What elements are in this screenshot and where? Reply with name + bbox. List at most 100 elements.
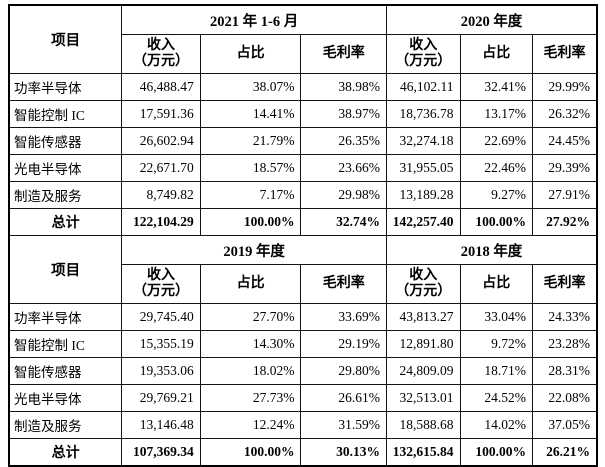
total-row: 总计 122,104.29 100.00% 32.74% 142,257.40 100.0… (8, 208, 598, 236)
income-cell: 24,809.09 (386, 357, 461, 385)
margin-cell: 38.98% (300, 73, 388, 101)
total-margin-cell: 32.74% (300, 208, 388, 236)
income-cell: 46,102.11 (386, 73, 461, 101)
income-cell: 22,671.70 (121, 154, 201, 182)
income-cell: 43,813.27 (386, 303, 461, 331)
period-header-row: 项目 2019 年度 2018 年度 (8, 235, 598, 304)
margin-cell: 29.98% (300, 181, 388, 209)
row-label: 制造及服务 (8, 181, 123, 209)
income-column-header: 收入 （万元） (386, 264, 461, 304)
income-cell: 19,353.06 (121, 357, 201, 385)
margin-cell: 26.61% (300, 384, 388, 412)
margin-cell: 38.97% (300, 100, 388, 128)
share-column-header: 占比 (459, 264, 533, 304)
total-margin-cell: 30.13% (300, 438, 388, 467)
income-cell: 17,591.36 (121, 100, 201, 128)
total-label: 总计 (8, 208, 123, 236)
period-header: 2019 年度 (121, 235, 388, 265)
margin-cell: 23.28% (531, 330, 598, 358)
margin-column-header: 毛利率 (531, 34, 598, 74)
total-income-cell: 142,257.40 (386, 208, 461, 236)
total-share-cell: 100.00% (199, 208, 302, 236)
share-cell: 13.17% (459, 100, 533, 128)
row-label: 制造及服务 (8, 411, 123, 439)
period-header: 2018 年度 (386, 235, 598, 265)
row-label: 光电半导体 (8, 384, 123, 412)
income-cell: 46,488.47 (121, 73, 201, 101)
period-header: 2020 年度 (386, 4, 598, 35)
margin-cell: 29.99% (531, 73, 598, 101)
income-column-header: 收入 （万元） (386, 34, 461, 74)
margin-cell: 28.31% (531, 357, 598, 385)
share-cell: 14.41% (199, 100, 302, 128)
income-cell: 18,736.78 (386, 100, 461, 128)
row-label: 智能传感器 (8, 357, 123, 385)
income-header-line1: 收入 (147, 267, 175, 283)
share-cell: 18.71% (459, 357, 533, 385)
total-income-cell: 132,615.84 (386, 438, 461, 467)
total-income-cell: 107,369.34 (121, 438, 201, 467)
share-cell: 22.46% (459, 154, 533, 182)
income-header-line2: （万元） (395, 54, 452, 69)
column-header-row: 收入 （万元） 占比 毛利率 收入 （万元） 占比 毛利率 (9, 264, 598, 304)
row-label: 智能传感器 (8, 127, 123, 155)
margin-cell: 37.05% (531, 411, 598, 439)
share-cell: 9.27% (459, 181, 533, 209)
margin-cell: 33.69% (300, 303, 388, 331)
share-cell: 32.41% (459, 73, 533, 101)
margin-cell: 24.33% (531, 303, 598, 331)
share-cell: 7.17% (199, 181, 302, 209)
table-row: 功率半导体 29,745.40 27.70% 33.69% 43,813.27 33.04… (8, 303, 598, 331)
income-column-header: 收入 （万元） (121, 34, 201, 74)
table-row: 智能传感器 26,602.94 21.79% 26.35% 32,274.18 22.69… (8, 127, 598, 155)
row-label: 功率半导体 (8, 303, 123, 331)
income-cell: 12,891.80 (386, 330, 461, 358)
share-cell: 38.07% (199, 73, 302, 101)
income-header-line1: 收入 (409, 37, 438, 53)
share-cell: 27.70% (199, 303, 302, 331)
column-header-row: 收入 （万元） 占比 毛利率 收入 （万元） 占比 毛利率 (9, 34, 598, 74)
period-header-row: 项目 2021 年 1-6 月 2020 年度 (8, 4, 598, 74)
total-row: 总计 107,369.34 100.00% 30.13% 132,615.84 100.0… (8, 438, 598, 467)
share-cell: 12.24% (199, 411, 302, 439)
share-cell: 18.02% (199, 357, 302, 385)
income-cell: 26,602.94 (121, 127, 201, 155)
table-row: 制造及服务 13,146.48 12.24% 31.59% 18,588.68 14.02… (8, 411, 598, 439)
margin-cell: 23.66% (300, 154, 388, 182)
table-row: 智能控制 IC 17,591.36 14.41% 38.97% 18,736.78 13.… (8, 100, 598, 128)
income-cell: 18,588.68 (386, 411, 461, 439)
share-column-header: 占比 (199, 34, 302, 74)
margin-cell: 29.39% (531, 154, 598, 182)
share-cell: 33.04% (459, 303, 533, 331)
total-share-cell: 100.00% (199, 438, 302, 467)
income-cell: 32,274.18 (386, 127, 461, 155)
total-label: 总计 (8, 438, 123, 467)
income-cell: 29,769.21 (121, 384, 201, 412)
total-share-cell: 100.00% (459, 438, 533, 467)
income-header-line2: （万元） (395, 284, 452, 299)
margin-cell: 29.19% (300, 330, 388, 358)
share-cell: 18.57% (199, 154, 302, 182)
share-column-header: 占比 (199, 264, 302, 304)
table-row: 功率半导体 46,488.47 38.07% 38.98% 46,102.11 32.41… (8, 73, 598, 101)
revenue-breakdown-table: 项目 2021 年 1-6 月 2020 年度 收入 （万元） 占比 毛利率 收入 （万元） 占比… (8, 4, 598, 467)
margin-cell: 26.35% (300, 127, 388, 155)
item-column-header: 项目 (8, 4, 123, 74)
item-column-header: 项目 (8, 235, 123, 304)
margin-column-header: 毛利率 (300, 264, 388, 304)
margin-cell: 26.32% (531, 100, 598, 128)
income-cell: 8,749.82 (121, 181, 201, 209)
margin-cell: 31.59% (300, 411, 388, 439)
row-label: 功率半导体 (8, 73, 123, 101)
table-row: 光电半导体 29,769.21 27.73% 26.61% 32,513.01 24.52… (8, 384, 598, 412)
row-label: 智能控制 IC (8, 330, 123, 358)
income-header-line2: （万元） (133, 284, 189, 299)
table-body: 项目 2021 年 1-6 月 2020 年度 收入 （万元） 占比 毛利率 收入 （万元） 占比… (8, 4, 598, 467)
income-cell: 29,745.40 (121, 303, 201, 331)
table-row: 制造及服务 8,749.82 7.17% 29.98% 13,189.28 9.27% 27… (8, 181, 598, 209)
income-cell: 31,955.05 (386, 154, 461, 182)
income-cell: 15,355.19 (121, 330, 201, 358)
margin-column-header: 毛利率 (300, 34, 388, 74)
share-cell: 14.30% (199, 330, 302, 358)
